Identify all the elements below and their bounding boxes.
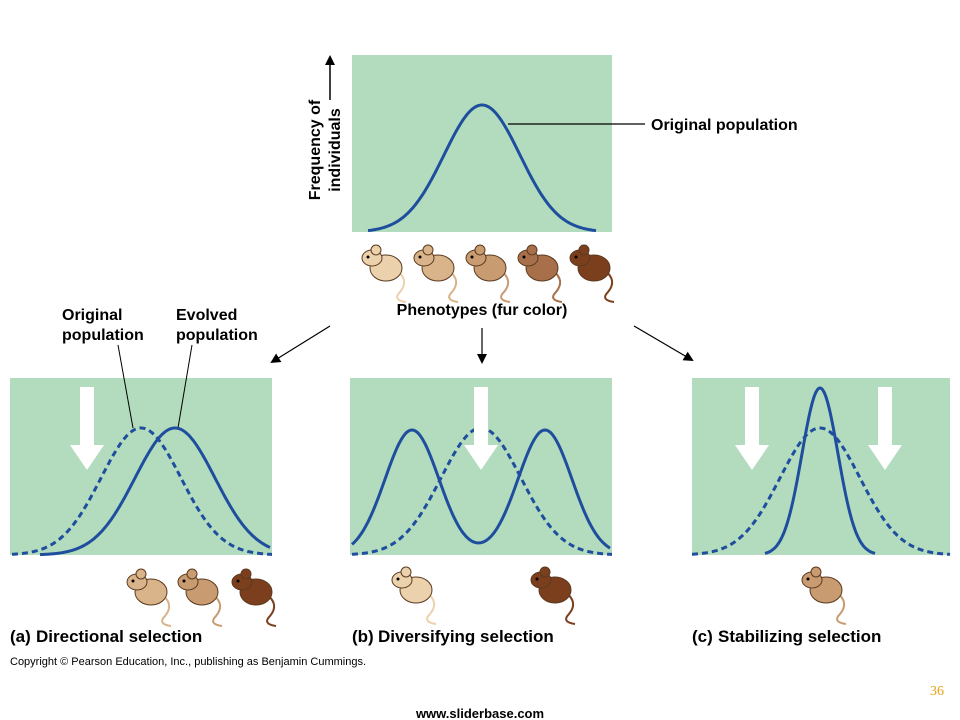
curve-label: Original population [651, 117, 798, 134]
mouse-tail [425, 591, 437, 625]
mouse-eye [470, 255, 474, 259]
mouse [231, 568, 277, 627]
leader-line [177, 344, 193, 429]
evolved-curve [764, 386, 876, 555]
evolved-curve [39, 426, 271, 557]
mouse-eye [806, 577, 810, 581]
mouse-ear [186, 568, 198, 580]
mouse [530, 566, 576, 625]
mouse-tail [211, 593, 223, 627]
curves [11, 103, 951, 557]
mouse-tail [835, 591, 847, 625]
panel-letter: (c) [692, 627, 713, 646]
mouse [465, 244, 511, 303]
mouse-eye [522, 255, 526, 259]
selection-arrow [70, 387, 104, 470]
mouse-ear [370, 244, 382, 256]
mouse-ear [422, 244, 434, 256]
mouse-eye [366, 255, 370, 259]
mouse-eye [236, 579, 240, 583]
mouse-eye [182, 579, 186, 583]
mouse-tail [265, 593, 277, 627]
y-axis-label: individuals [327, 108, 344, 192]
website: www.sliderbase.com [415, 706, 544, 720]
mouse-eye [535, 577, 539, 581]
mouse [391, 566, 437, 625]
curve-label: Original [62, 307, 122, 324]
evolved-curve [350, 428, 611, 550]
mouse [801, 566, 847, 625]
mouse-ear [400, 566, 412, 578]
mice [126, 244, 847, 627]
mouse-ear [539, 566, 551, 578]
mouse-ear [474, 244, 486, 256]
selection-arrow [735, 387, 769, 470]
mouse [569, 244, 615, 303]
mouse-tail [447, 269, 459, 303]
mouse-eye [131, 579, 135, 583]
panel-title: Directional selection [36, 627, 202, 646]
leader-line [117, 344, 134, 429]
mouse-tail [551, 269, 563, 303]
mouse-tail [395, 269, 407, 303]
x-axis-label: Phenotypes (fur color) [397, 302, 568, 319]
panel-title: Diversifying selection [378, 627, 554, 646]
y-axis-label: Frequency of [307, 99, 324, 200]
original-curve [367, 103, 597, 233]
panel-letter: (a) [10, 627, 31, 646]
panel-c [692, 378, 950, 555]
page-number: 36 [930, 684, 944, 699]
original-curve [692, 426, 951, 556]
mouse-tail [564, 591, 576, 625]
arrow [633, 325, 694, 362]
mouse-ear [135, 568, 147, 580]
mouse-ear [578, 244, 590, 256]
mouse-ear [810, 566, 822, 578]
mouse [361, 244, 407, 303]
mouse-tail [499, 269, 511, 303]
panel-title: Stabilizing selection [718, 627, 881, 646]
selection-arrow [464, 387, 498, 470]
mouse [177, 568, 223, 627]
original-curve [11, 426, 272, 556]
mouse-tail [603, 269, 615, 303]
mouse [517, 244, 563, 303]
panel-letter: (b) [352, 627, 374, 646]
mouse [413, 244, 459, 303]
mouse-ear [240, 568, 252, 580]
mouse-ear [526, 244, 538, 256]
mouse-eye [418, 255, 422, 259]
mouse-tail [160, 593, 172, 627]
curve-label: Evolved [176, 307, 237, 324]
selection-arrow [868, 387, 902, 470]
mouse-eye [396, 577, 400, 581]
mouse-eye [574, 255, 578, 259]
copyright: Copyright © Pearson Education, Inc., pub… [10, 656, 366, 668]
arrow [270, 325, 331, 364]
curve-label: population [62, 327, 144, 344]
curve-label: population [176, 327, 258, 344]
top-panel [352, 55, 612, 232]
mouse [126, 568, 172, 627]
